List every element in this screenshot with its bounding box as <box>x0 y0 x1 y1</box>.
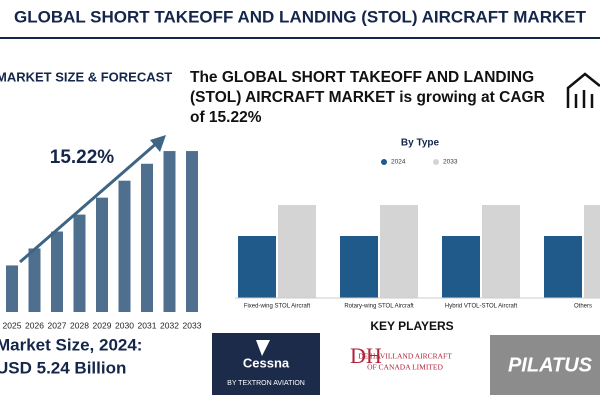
market-size-value: USD 5.24 Billion <box>0 358 126 377</box>
bar <box>186 151 198 312</box>
market-size-label: Market Size, 2024: <box>0 335 142 354</box>
bar <box>73 214 86 312</box>
dh-mark: DH <box>350 343 382 368</box>
bar <box>96 197 108 312</box>
cessna-mark <box>256 340 270 356</box>
x-tick-label: 2032 <box>160 320 179 330</box>
headline-line: The GLOBAL SHORT TAKEOFF AND LANDING <box>190 69 534 86</box>
bar <box>380 205 418 298</box>
bar <box>544 236 582 298</box>
logo-text: PILATUS <box>508 354 593 376</box>
legend-label: 2033 <box>443 159 458 166</box>
bar <box>51 231 63 312</box>
x-tick-label: 2031 <box>138 320 157 330</box>
bar <box>442 236 480 298</box>
x-tick-label: 2027 <box>48 320 67 330</box>
logo-text: OF CANADA LIMITED <box>367 363 443 372</box>
headline-line: (STOL) AIRCRAFT MARKET is growing at CAG… <box>190 89 545 106</box>
growth-arrow <box>19 140 159 264</box>
logo-text: DE HAVILLAND AIRCRAFT <box>358 352 452 361</box>
x-tick-label: Rotary-wing STOL Aircraft <box>344 304 414 310</box>
bar <box>163 151 176 312</box>
legend-swatch <box>433 159 439 165</box>
key-players-title: KEY PLAYERS <box>370 319 453 333</box>
x-tick-label: 2025 <box>3 320 22 330</box>
x-tick-label: Hybrid VTOL-STOL Aircraft <box>445 304 518 310</box>
bar <box>278 205 316 298</box>
bar <box>238 236 276 298</box>
chart-title: By Type <box>401 138 440 149</box>
x-tick-label: Fixed-wing STOL Aircraft <box>244 304 311 310</box>
bar <box>118 180 131 312</box>
panel-heading: MARKET SIZE & FORECAST <box>0 69 172 84</box>
bar <box>6 265 18 312</box>
legend-label: 2024 <box>391 159 406 166</box>
house-icon <box>566 72 600 108</box>
pilatus-logo <box>490 335 600 395</box>
bar <box>482 205 520 298</box>
logo-text: BY TEXTRON AVIATION <box>227 380 305 387</box>
bar <box>141 163 153 312</box>
x-tick-label: 2026 <box>25 320 44 330</box>
bar <box>584 205 600 298</box>
type-chart: By Type 2024 2033 Fixed-wing STOL Aircraft R… <box>235 138 600 310</box>
x-tick-label: 2033 <box>183 320 202 330</box>
x-tick-label: 2028 <box>70 320 89 330</box>
headline-line: of 15.22% <box>190 109 262 126</box>
forecast-chart: 2025 2026 2027 2028 2029 2030 2031 2032 2033 <box>3 151 202 330</box>
page-title: GLOBAL SHORT TAKEOFF AND LANDING (STOL) … <box>14 7 587 26</box>
cagr-label: 15.22% <box>50 147 115 168</box>
arrow-head <box>150 135 166 152</box>
x-tick-label: 2029 <box>93 320 112 330</box>
bar <box>340 236 378 298</box>
x-tick-label: 2030 <box>115 320 134 330</box>
x-tick-label: Others <box>574 304 592 310</box>
logo-text: Cessna <box>243 355 290 370</box>
bar <box>28 248 41 312</box>
legend-swatch <box>381 159 387 165</box>
